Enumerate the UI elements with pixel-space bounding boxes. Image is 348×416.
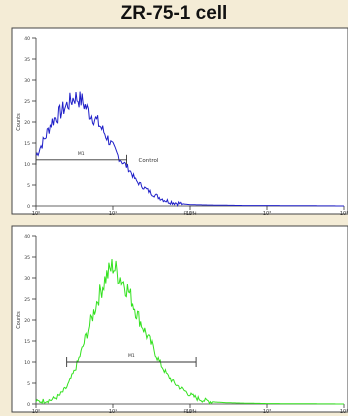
y-tick-label: 10 bbox=[24, 360, 30, 366]
x-axis-label: FL1-H bbox=[184, 211, 197, 217]
panel-frame bbox=[11, 27, 348, 215]
y-tick-label: 0 bbox=[27, 204, 30, 210]
x-tick-label: 10² bbox=[186, 409, 194, 415]
y-tick-label: 30 bbox=[24, 276, 30, 282]
x-tick-label: 10³ bbox=[263, 409, 271, 415]
panel-frame bbox=[11, 225, 348, 413]
annotation-label: Control bbox=[139, 158, 159, 164]
y-axis-label: Counts bbox=[16, 311, 22, 329]
y-tick-label: 40 bbox=[24, 36, 30, 42]
y-tick-label: 15 bbox=[24, 141, 30, 147]
y-axis-label: Counts bbox=[16, 113, 22, 131]
y-tick-label: 20 bbox=[24, 318, 30, 324]
y-tick-label: 40 bbox=[24, 234, 30, 240]
x-tick-label: 10¹ bbox=[109, 211, 117, 217]
y-tick-label: 10 bbox=[24, 162, 30, 168]
y-tick-label: 5 bbox=[27, 183, 30, 189]
y-tick-label: 0 bbox=[27, 402, 30, 408]
chart-title: ZR-75-1 cell bbox=[120, 3, 228, 24]
x-tick-label: 10¹ bbox=[109, 409, 117, 415]
y-tick-label: 35 bbox=[24, 255, 30, 261]
x-tick-label: 10⁰ bbox=[32, 409, 40, 415]
x-tick-label: 10⁴ bbox=[340, 211, 348, 217]
y-tick-label: 20 bbox=[24, 120, 30, 126]
y-tick-label: 25 bbox=[24, 297, 30, 303]
x-tick-label: 10³ bbox=[263, 211, 271, 217]
gate-label: M1 bbox=[78, 151, 85, 157]
gate-label: M1 bbox=[128, 353, 135, 359]
y-tick-label: 25 bbox=[24, 99, 30, 105]
y-tick-label: 15 bbox=[24, 339, 30, 345]
histogram-line-1 bbox=[35, 258, 344, 405]
x-axis-label: FL1-H bbox=[184, 409, 197, 415]
x-tick-label: 10⁰ bbox=[32, 211, 40, 217]
y-tick-label: 30 bbox=[24, 78, 30, 84]
histogram-panel-1: 0 5 10 15 20 25 30 35 40 10⁰ 10¹ 10² 10³ 10⁴ Counts FL1… bbox=[11, 27, 348, 217]
x-tick-label: 10² bbox=[186, 211, 194, 217]
histogram-panel-2: 0 5 10 15 20 25 30 35 40 10⁰ 10¹ 10² 10³ 10⁴ Counts FL1… bbox=[11, 225, 348, 415]
x-tick-label: 10⁴ bbox=[340, 409, 348, 415]
histogram-line-1 bbox=[35, 91, 344, 208]
y-tick-label: 5 bbox=[27, 381, 30, 387]
y-tick-label: 35 bbox=[24, 57, 30, 63]
